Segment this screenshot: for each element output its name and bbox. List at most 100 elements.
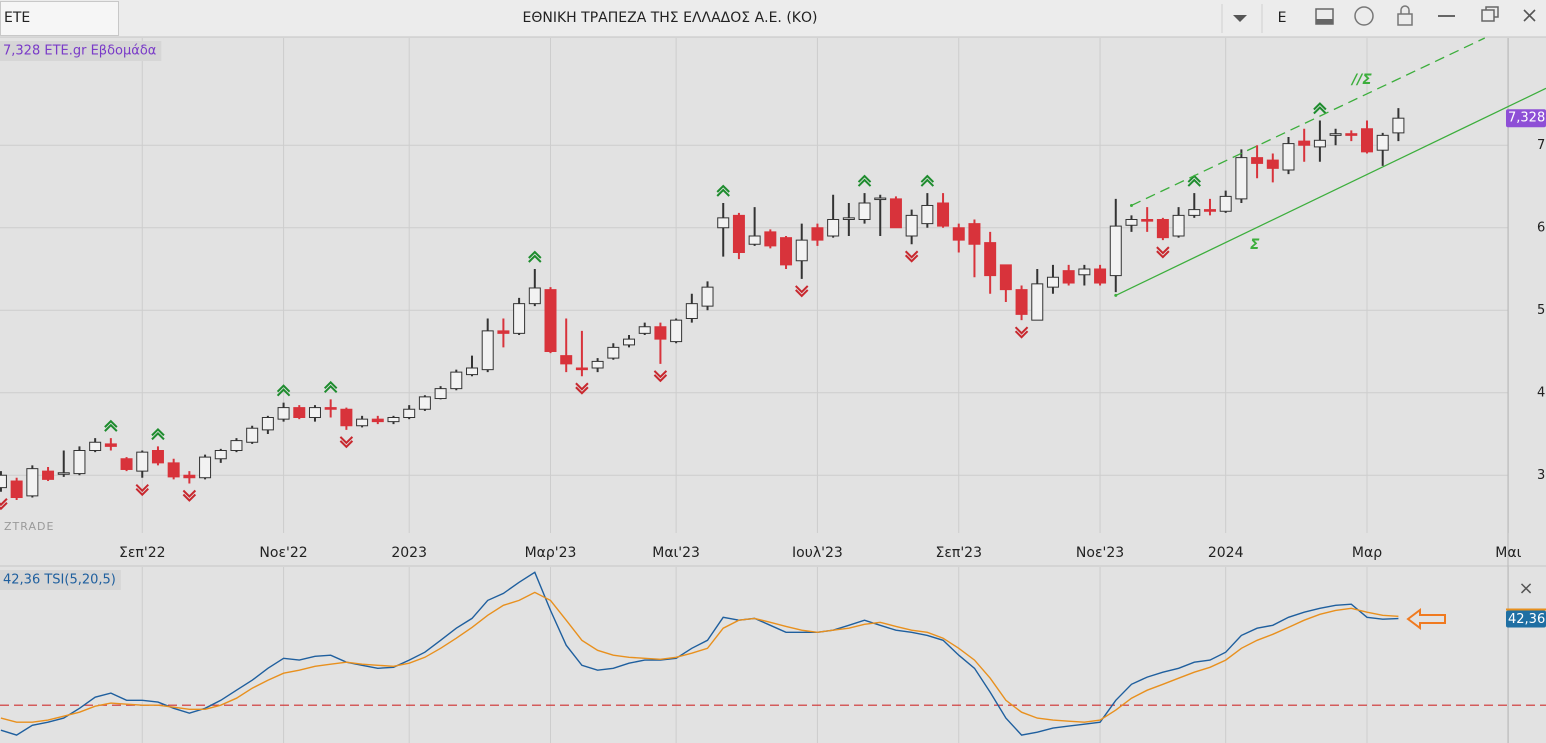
candle-body: [764, 231, 777, 247]
sell-signal: [795, 285, 809, 298]
lock-button[interactable]: [1397, 13, 1413, 26]
candle-body: [858, 202, 871, 220]
candle-body: [497, 330, 510, 334]
buy-signal: [528, 250, 542, 263]
candle-body: [638, 326, 651, 334]
y-tick-label: 7: [1537, 138, 1545, 153]
candle-body: [293, 407, 306, 419]
symbol-box[interactable]: [0, 1, 119, 36]
comment-button[interactable]: [1354, 6, 1374, 26]
candle-body: [1094, 268, 1107, 284]
x-tick-label: 2024: [1208, 545, 1244, 561]
x-tick-label: Μαι: [1495, 545, 1521, 561]
candle-body: [1125, 219, 1138, 226]
candle-body: [418, 396, 431, 410]
x-tick-label: Νοε'23: [1076, 545, 1124, 561]
sell-signal: [0, 498, 8, 511]
candle-body: [246, 427, 259, 443]
candle-body: [167, 462, 180, 478]
x-tick-label: Μαι'23: [652, 545, 700, 561]
candle-body: [120, 458, 133, 470]
sell-signal: [1014, 326, 1029, 339]
candle-body: [607, 346, 620, 359]
dropdown-button[interactable]: [1233, 15, 1247, 22]
sell-signal: [135, 484, 149, 497]
candle-body: [356, 418, 369, 427]
candle-body: [560, 355, 573, 365]
title-bar: [0, 0, 1546, 37]
candle-body: [1141, 219, 1154, 222]
close-button[interactable]: [1523, 9, 1536, 22]
candle-body: [1345, 133, 1358, 136]
panel-close[interactable]: ×: [1518, 578, 1533, 599]
x-tick-label: Μαρ'23: [525, 545, 577, 561]
candle-body: [1282, 143, 1295, 171]
candle-body: [308, 407, 321, 419]
buy-signal: [104, 419, 118, 432]
candle-body: [1235, 157, 1248, 200]
candle-body: [324, 407, 337, 410]
candle-body: [968, 223, 981, 245]
candle-body: [748, 235, 761, 245]
sell-signal: [653, 370, 668, 383]
symbol[interactable]: ETE: [4, 10, 30, 26]
candle-body: [889, 198, 902, 229]
candle-body: [151, 450, 164, 464]
candle-body: [780, 237, 793, 266]
last-value-tag: [1506, 610, 1546, 628]
sell-signal: [339, 436, 354, 449]
candle-body: [732, 214, 745, 253]
candle-body: [1062, 270, 1075, 284]
candle-body: [1219, 195, 1232, 212]
y-tick-label: 4: [1537, 385, 1545, 400]
restore-icon: [1485, 6, 1499, 18]
candle-body: [387, 417, 400, 423]
candle-body: [1046, 276, 1059, 288]
candle-body: [1251, 157, 1264, 164]
layout-icon: [1316, 19, 1333, 24]
candle-body: [261, 417, 274, 431]
mode-button[interactable]: E: [1278, 10, 1287, 26]
candle-body: [1266, 159, 1279, 169]
candle-body: [403, 408, 416, 418]
candle-body: [1188, 209, 1201, 216]
trendline: [1131, 37, 1486, 207]
candle-body: [685, 303, 698, 319]
candle-body: [1203, 209, 1216, 212]
buy-signal: [716, 184, 730, 197]
last-price-tag: [1506, 109, 1546, 128]
trendline: [1115, 87, 1546, 296]
x-tick-label: 2023: [391, 545, 427, 561]
candle-body: [827, 219, 840, 237]
candle-body: [183, 474, 196, 479]
plot: Σ //Σ 7,328 7,328 ETE.gr Εβδομάδα 42,36 42,36…: [0, 37, 1546, 736]
candle-body: [371, 418, 384, 423]
x-tick-label: Μαρ: [1352, 545, 1382, 561]
trendline-label: //Σ: [1350, 72, 1372, 88]
candle-body: [199, 456, 212, 479]
buy-signal: [151, 427, 165, 441]
candle-body: [1361, 128, 1373, 153]
candle-body: [0, 474, 7, 489]
candle-body: [26, 468, 39, 497]
candle-body: [811, 227, 824, 241]
candle-body: [136, 451, 149, 472]
candle-body: [42, 470, 55, 480]
candle-body: [937, 202, 950, 227]
candle-body: [1172, 214, 1185, 237]
candle-body: [1109, 225, 1122, 277]
candle-body: [1313, 139, 1326, 148]
candle-body: [528, 287, 541, 305]
candle-body: [984, 242, 997, 277]
legend-box: [0, 41, 162, 61]
x-tick-label: Σεπ'22: [119, 545, 166, 561]
candle-body: [1376, 134, 1389, 151]
candle-body: [340, 408, 353, 427]
sell-signal: [182, 489, 197, 502]
candle-body: [952, 227, 965, 241]
restore-button[interactable]: [1481, 9, 1495, 22]
legend-box: [0, 570, 121, 590]
buy-signal: [857, 174, 872, 187]
